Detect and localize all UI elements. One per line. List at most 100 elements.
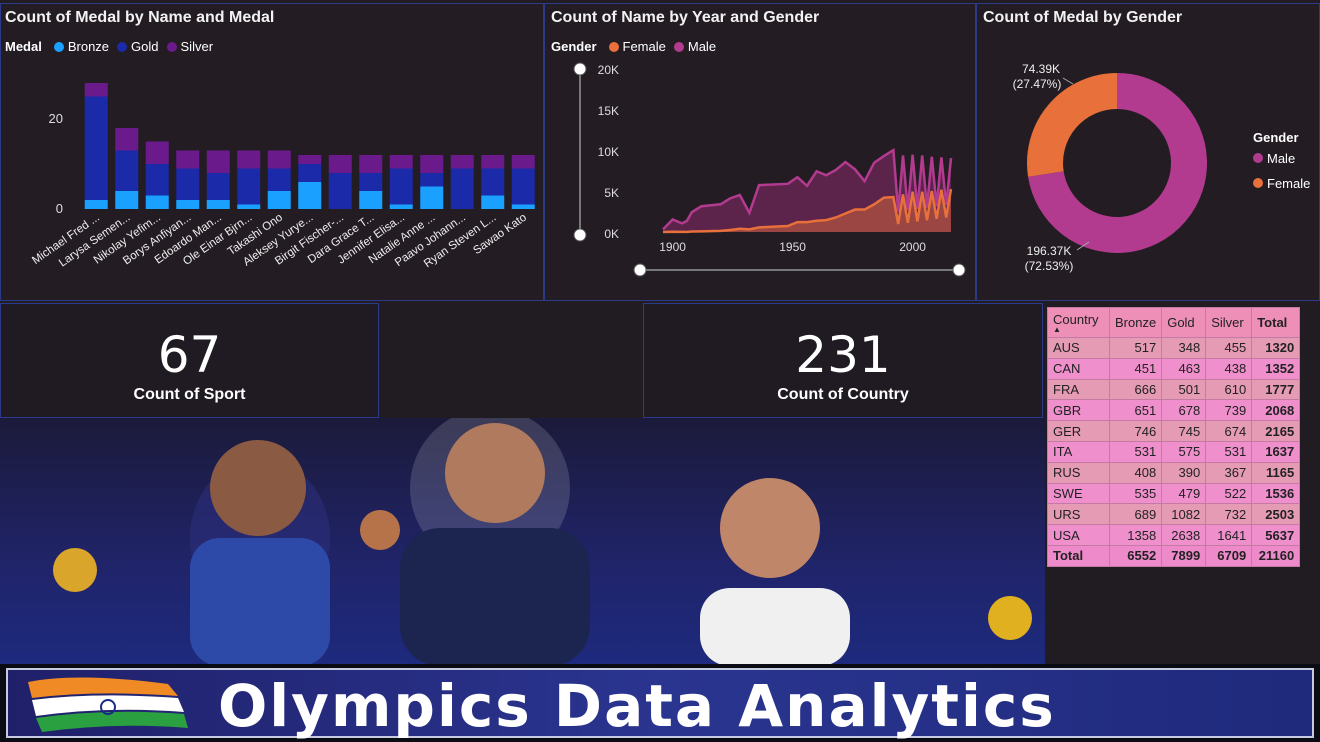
bar-bronze [237, 204, 261, 209]
table-row[interactable]: GBR 651 678 739 2068 [1047, 399, 1301, 422]
banner-title: Olympics Data Analytics [218, 672, 1056, 740]
table-cell: 438 [1205, 357, 1253, 380]
area-female [663, 189, 951, 232]
donut-label-female: 74.39K [1022, 62, 1060, 76]
bar-silver [328, 155, 352, 173]
table-row[interactable]: RUS 408 390 367 1165 [1047, 461, 1301, 484]
table-row[interactable]: CAN 451 463 438 1352 [1047, 357, 1301, 380]
donut-chart-title: Count of Medal by Gender [983, 9, 1183, 26]
bar-bronze [145, 195, 169, 209]
bar-silver [481, 155, 505, 169]
donut-legend-female[interactable]: Female [1253, 176, 1310, 191]
bronze-medal-icon [360, 510, 400, 550]
legend-silver[interactable]: Silver [180, 39, 214, 54]
india-flag-icon [28, 677, 188, 732]
bar-bronze [84, 200, 108, 209]
table-cell: 746 [1108, 420, 1163, 442]
table-cell: 1082 [1161, 503, 1207, 526]
table-row[interactable]: FRA 666 501 610 1777 [1047, 378, 1301, 401]
table-cell: 2068 [1251, 399, 1301, 422]
table-row[interactable]: ITA 531 575 531 1637 [1047, 440, 1301, 463]
table-cell: 535 [1108, 482, 1163, 505]
bar-silver [359, 155, 383, 173]
y-tick-label: 20 [49, 111, 63, 126]
table-row[interactable]: SWE 535 479 522 1536 [1047, 482, 1301, 505]
table-cell: 455 [1205, 337, 1253, 359]
line-female [662, 188, 953, 234]
bar-bronze [511, 204, 535, 209]
table-cell: 408 [1108, 461, 1163, 484]
bar-silver [145, 141, 169, 164]
area-chart-title: Count of Name by Year and Gender [551, 9, 820, 26]
table-cell: 651 [1108, 399, 1163, 422]
leader-line [1076, 241, 1090, 251]
table-cell: 6709 [1205, 544, 1253, 567]
y-tick-label: 10K [598, 145, 619, 159]
x-slider-handle-left [633, 263, 647, 277]
bar-silver [206, 150, 230, 173]
table-cell: 732 [1205, 503, 1253, 526]
donut-legend-title: Gender [1253, 130, 1299, 145]
table-cell: 390 [1161, 461, 1207, 484]
col-bronze[interactable]: Bronze [1108, 307, 1163, 338]
area-legend: Gender Female Male [551, 39, 716, 54]
y-tick-label: 5K [604, 186, 619, 200]
table-row[interactable]: USA 1358 2638 1641 5637 [1047, 524, 1301, 546]
legend-gold[interactable]: Gold [131, 39, 159, 54]
bar-silver [389, 155, 413, 169]
bar-bronze [176, 200, 200, 209]
bar-bronze [420, 186, 444, 209]
table-cell: 522 [1205, 482, 1253, 505]
table-cell: 2165 [1251, 420, 1301, 442]
legend-bronze[interactable]: Bronze [67, 39, 110, 54]
bar-gold [84, 96, 108, 200]
bar-gold [511, 168, 535, 205]
bar-gold [115, 150, 139, 191]
table-cell: Total [1047, 544, 1110, 567]
col-silver[interactable]: Silver [1205, 307, 1253, 338]
bar-chart-panel: Count of Medal by Name and Medal Medal B… [0, 3, 544, 301]
athletes-photo [0, 408, 1045, 666]
y-slider-handle-bottom [573, 228, 587, 242]
table-cell: 463 [1161, 357, 1207, 380]
donut-label-female-pct: (27.47%) [1013, 77, 1062, 91]
table-cell: URS [1047, 503, 1110, 526]
table-row[interactable]: AUS 517 348 455 1320 [1047, 337, 1301, 359]
kpi-country-label: Count of Country [777, 386, 909, 403]
col-gold[interactable]: Gold [1161, 307, 1207, 338]
bar-legend-title: Medal [5, 39, 42, 54]
kpi-sport-value: 67 [157, 326, 222, 384]
col-total[interactable]: Total [1251, 307, 1301, 338]
donut-legend-male[interactable]: Male [1253, 151, 1310, 166]
table-cell: 1352 [1251, 357, 1301, 380]
table-cell: 2503 [1251, 503, 1301, 526]
bar-gold [267, 168, 291, 191]
athletes-illustration [53, 408, 1032, 666]
table-cell: 1320 [1251, 337, 1301, 359]
table-cell: 745 [1161, 420, 1207, 442]
bar-silver [176, 150, 200, 169]
bar-bronze [359, 191, 383, 209]
table-cell: 1637 [1251, 440, 1301, 463]
table-row[interactable]: Total 6552 7899 6709 21160 [1047, 544, 1301, 567]
table-cell: 1358 [1108, 524, 1163, 546]
donut-legend: Gender Male Female [1253, 130, 1310, 191]
legend-male[interactable]: Male [687, 39, 717, 54]
y-slider-handle-top [573, 62, 587, 76]
table-cell: USA [1047, 524, 1110, 546]
table-row[interactable]: GER 746 745 674 2165 [1047, 420, 1301, 442]
table-cell: 2638 [1161, 524, 1207, 546]
bar-silver [420, 155, 444, 173]
table-row[interactable]: URS 689 1082 732 2503 [1047, 503, 1301, 526]
col-country[interactable]: Country ▲ [1047, 307, 1110, 338]
bar-silver [237, 150, 261, 169]
bar-bronze [206, 200, 230, 209]
area-chart: 0K 5K 10K 15K 20K 1900 1950 2000 [573, 62, 966, 277]
x-tick-label: 1900 [659, 240, 686, 254]
kpi-country-value: 231 [795, 326, 891, 384]
donut-label-male-pct: (72.53%) [1025, 259, 1074, 273]
legend-female[interactable]: Female [622, 39, 666, 54]
line-male [662, 148, 953, 231]
area-legend-title: Gender [551, 39, 597, 54]
